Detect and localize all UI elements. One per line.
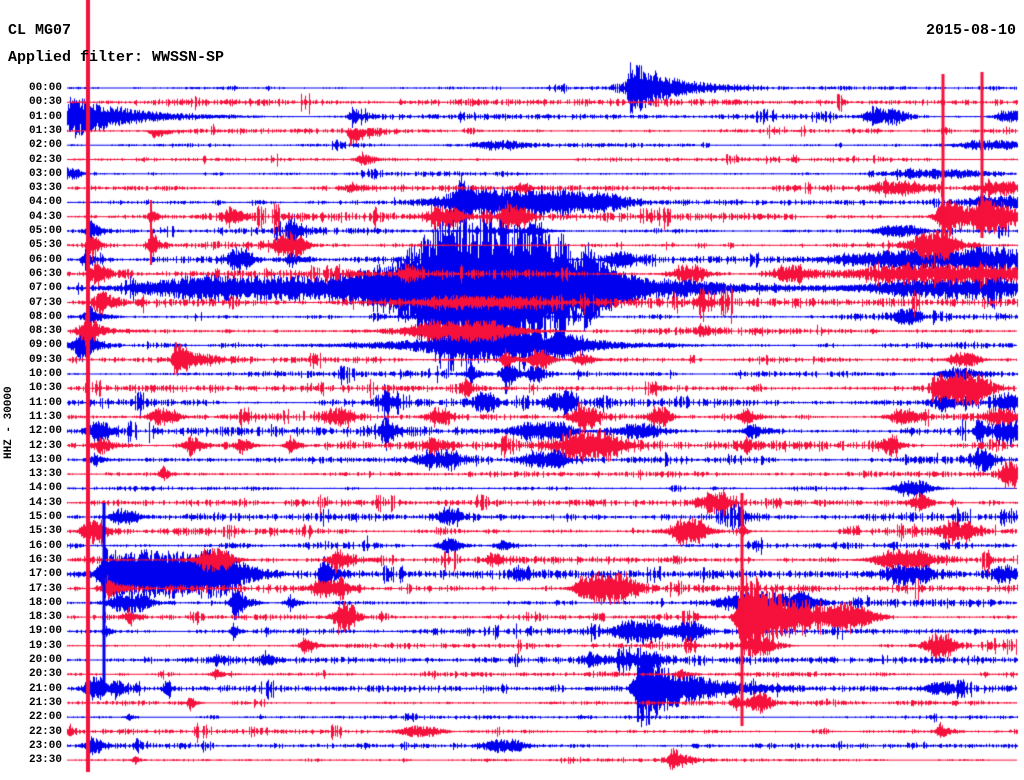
time-label: 03:00 <box>28 167 62 180</box>
time-label: 03:30 <box>28 182 62 195</box>
time-label: 13:30 <box>28 468 62 481</box>
time-label: 04:30 <box>28 210 62 223</box>
time-label: 12:00 <box>28 425 62 438</box>
time-label: 21:00 <box>28 682 62 695</box>
time-label: 20:30 <box>28 668 62 681</box>
time-label: 23:30 <box>28 754 62 767</box>
time-label: 09:00 <box>28 339 62 352</box>
time-label: 07:00 <box>28 282 62 295</box>
time-label: 16:00 <box>28 539 62 552</box>
time-label: 06:30 <box>28 267 62 280</box>
time-label: 11:00 <box>28 396 62 409</box>
time-label: 19:30 <box>28 639 62 652</box>
time-label: 13:00 <box>28 453 62 466</box>
time-label: 17:00 <box>28 568 62 581</box>
time-label: 21:30 <box>28 696 62 709</box>
time-label: 08:00 <box>28 310 62 323</box>
time-label: 18:30 <box>28 611 62 624</box>
time-label: 12:30 <box>28 439 62 452</box>
time-label: 10:30 <box>28 382 62 395</box>
time-label: 01:00 <box>28 110 62 123</box>
time-label: 17:30 <box>28 582 62 595</box>
time-label: 02:00 <box>28 139 62 152</box>
time-label: 08:30 <box>28 325 62 338</box>
time-label: 23:00 <box>28 739 62 752</box>
time-label: 16:30 <box>28 553 62 566</box>
time-label: 11:30 <box>28 410 62 423</box>
time-label: 22:00 <box>28 711 62 724</box>
time-label: 05:30 <box>28 239 62 252</box>
time-label: 09:30 <box>28 353 62 366</box>
time-label: 22:30 <box>28 725 62 738</box>
time-label: 19:00 <box>28 625 62 638</box>
time-label: 06:00 <box>28 253 62 266</box>
time-label: 20:00 <box>28 654 62 666</box>
time-label: 05:00 <box>28 225 62 237</box>
time-label: 15:30 <box>28 525 62 538</box>
time-label: 18:00 <box>28 596 62 609</box>
time-label: 00:30 <box>28 96 62 109</box>
time-label: 04:00 <box>28 196 62 209</box>
time-label: 15:00 <box>28 511 62 523</box>
time-label: 02:30 <box>28 153 62 166</box>
time-label: 01:30 <box>28 124 62 137</box>
station-title: CL MG07 <box>8 22 72 39</box>
time-label: 14:00 <box>28 482 62 495</box>
time-label: 07:30 <box>28 296 62 309</box>
date-label: 2015-08-10 <box>925 22 1016 39</box>
time-label: 00:00 <box>28 82 62 94</box>
time-label: 10:00 <box>28 368 62 380</box>
filter-label: Applied filter: WWSSN-SP <box>8 49 225 66</box>
time-label: 14:30 <box>28 496 62 509</box>
